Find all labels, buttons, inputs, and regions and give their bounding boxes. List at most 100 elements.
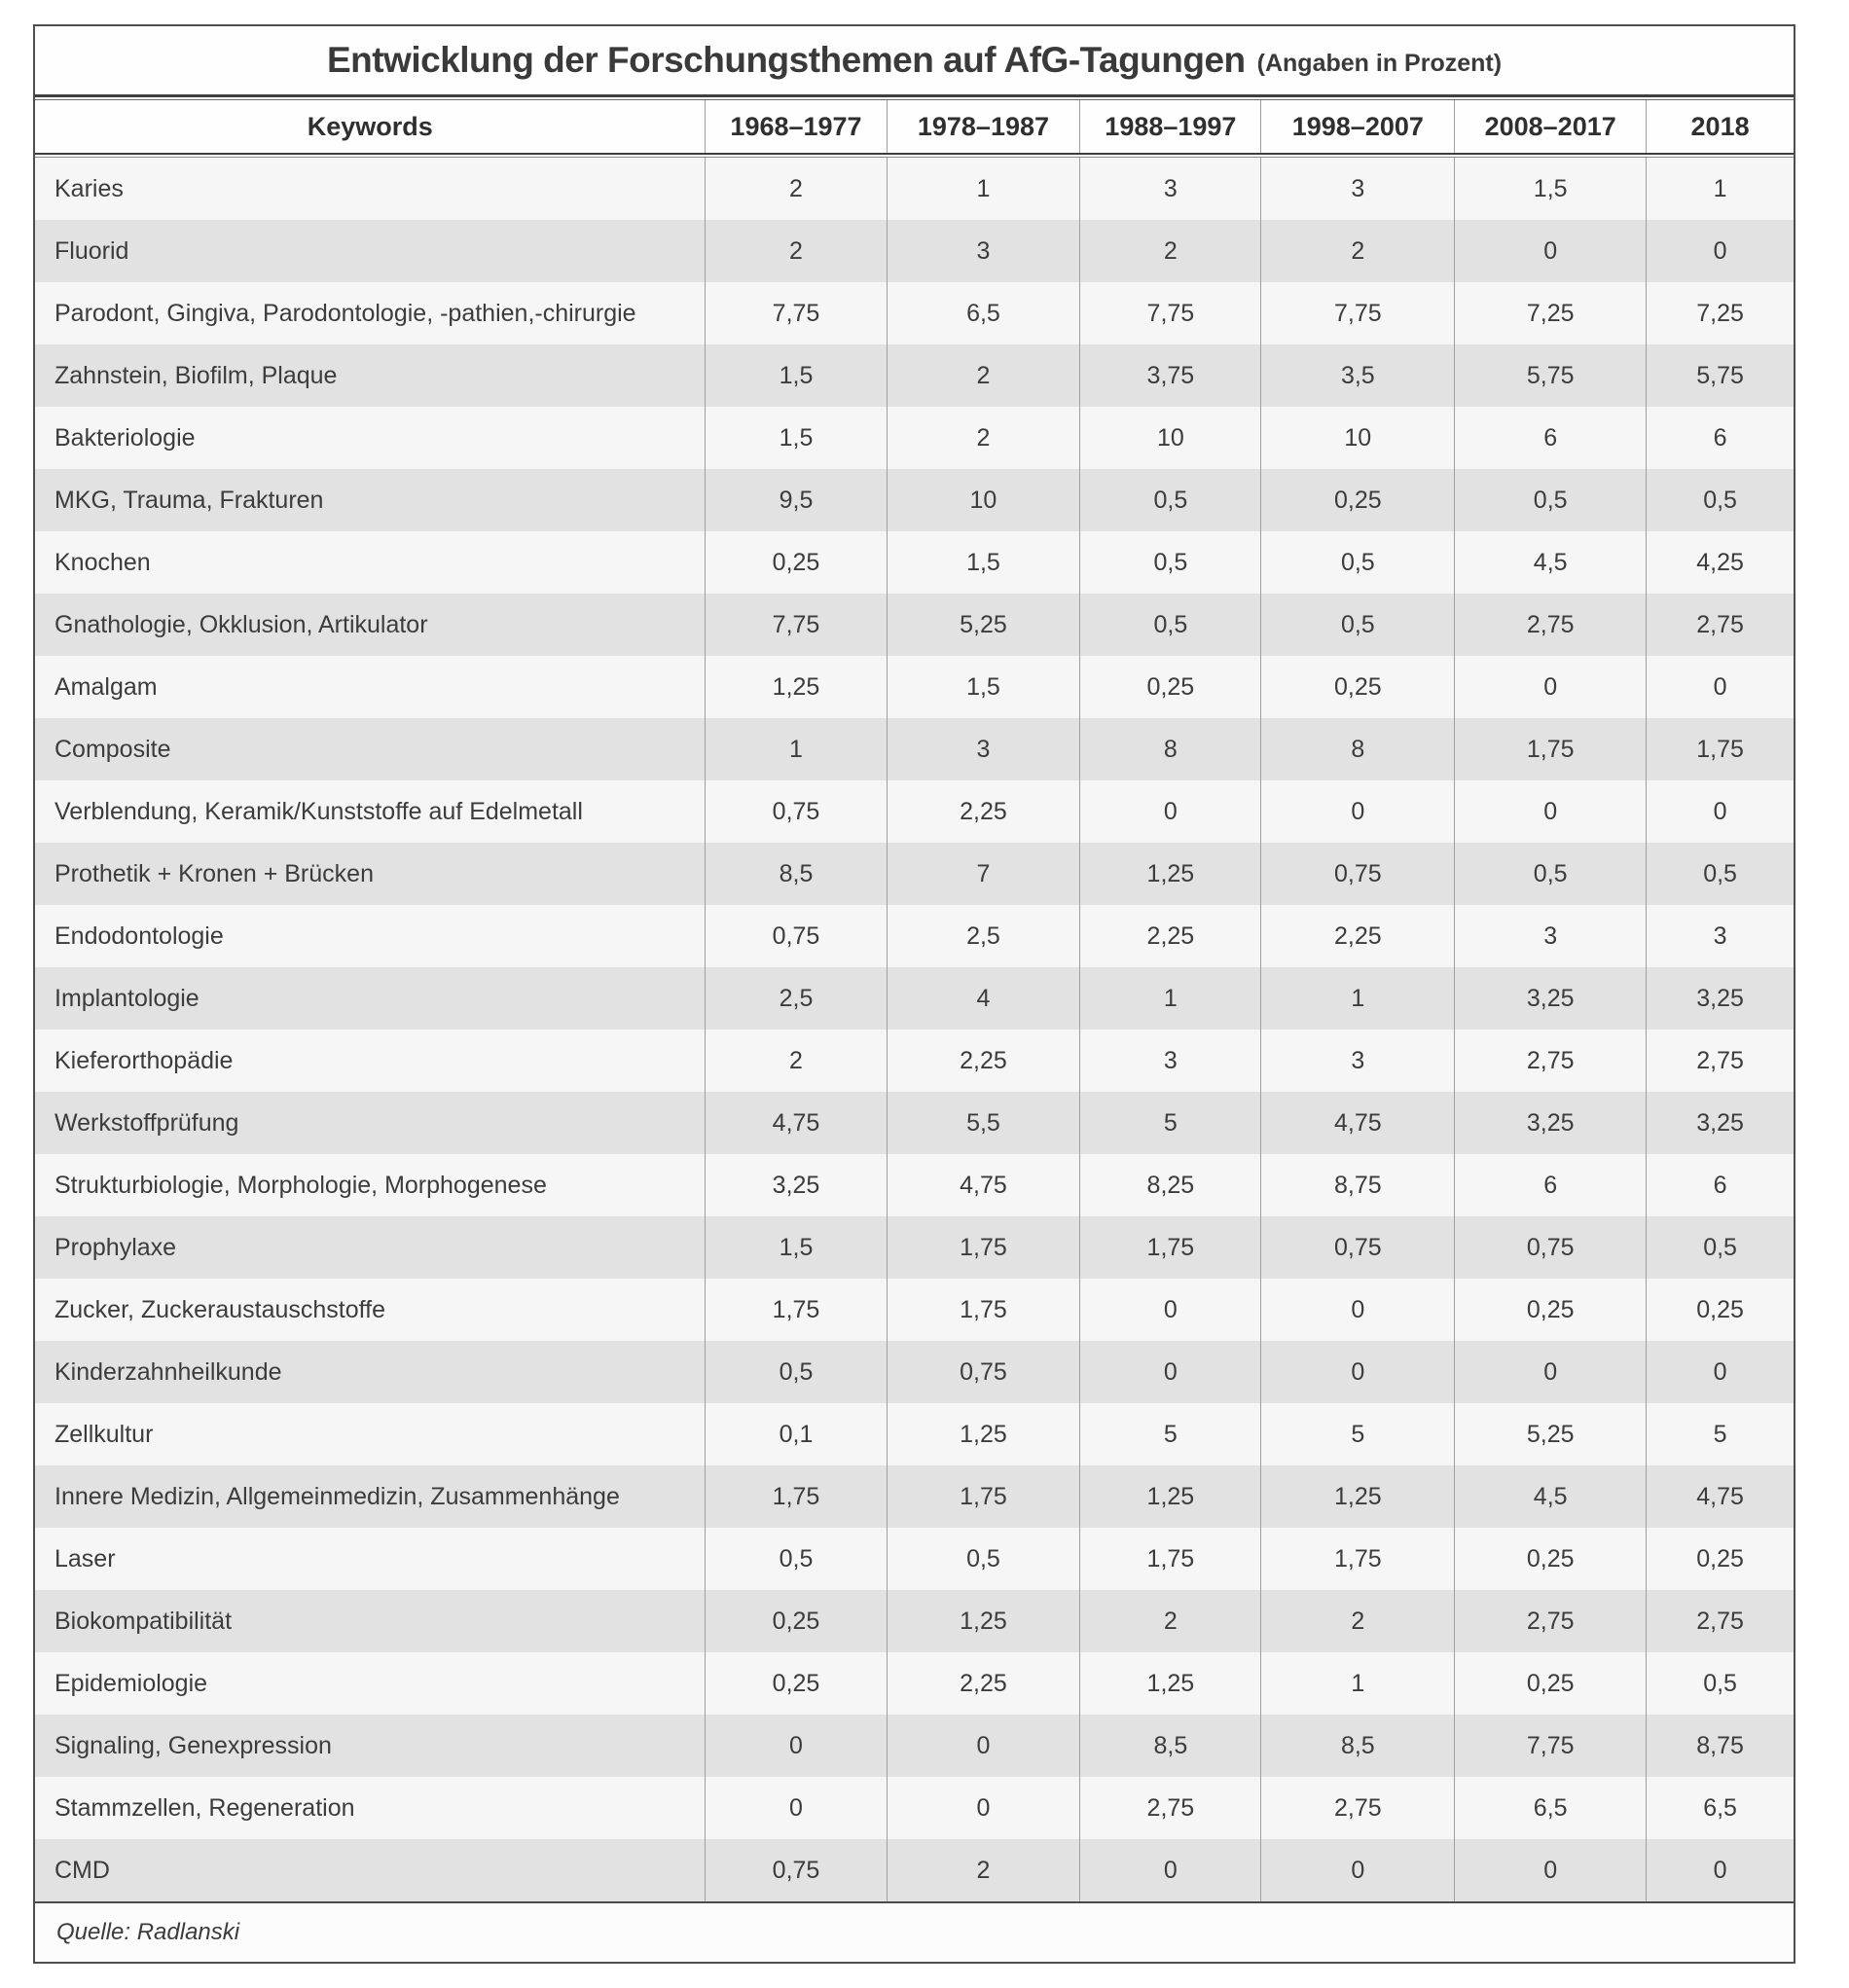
value-cell: 0,75 [1454, 1216, 1646, 1279]
table-row: Prophylaxe 1,5 1,75 1,75 0,75 0,75 0,5 [35, 1216, 1794, 1279]
value-cell: 0,5 [1646, 469, 1794, 531]
value-cell: 1 [1646, 158, 1794, 220]
value-cell: 1,25 [1079, 1465, 1260, 1528]
value-cell: 0 [1260, 1839, 1454, 1901]
value-cell: 5,75 [1646, 344, 1794, 407]
value-cell: 2 [886, 1839, 1080, 1901]
keyword-cell: Amalgam [54, 672, 158, 701]
keyword-cell: Stammzellen, Regeneration [54, 1793, 355, 1822]
value-cell: 0 [1079, 780, 1260, 843]
keyword-cell: Karies [54, 174, 124, 202]
table-row: Kieferorthopädie 2 2,25 3 3 2,75 2,75 [35, 1030, 1794, 1092]
value-cell: 4,75 [705, 1092, 886, 1154]
value-cell: 3 [1454, 905, 1646, 967]
value-cell: 1,5 [886, 656, 1080, 718]
value-cell: 2,25 [886, 1652, 1080, 1715]
value-cell: 0,25 [1079, 656, 1260, 718]
value-cell: 0 [1454, 656, 1646, 718]
value-cell: 3,5 [1260, 344, 1454, 407]
table-row: Laser 0,5 0,5 1,75 1,75 0,25 0,25 [35, 1528, 1794, 1590]
table-row: Kinderzahnheilkunde 0,5 0,75 0 0 0 0 [35, 1341, 1794, 1403]
value-cell: 3 [1260, 1030, 1454, 1092]
value-cell: 10 [886, 469, 1080, 531]
keyword-cell: Fluorid [54, 236, 129, 265]
value-cell: 1,25 [886, 1403, 1080, 1465]
value-cell: 3 [886, 718, 1080, 780]
value-cell: 0,5 [1454, 469, 1646, 531]
column-header-1978-1987: 1978–1987 [886, 100, 1080, 153]
value-cell: 5,5 [886, 1092, 1080, 1154]
table-row: Werkstoffprüfung 4,75 5,5 5 4,75 3,25 3,25 [35, 1092, 1794, 1154]
value-cell: 8,75 [1646, 1715, 1794, 1777]
keyword-cell: Parodont, Gingiva, Parodontologie, -path… [54, 299, 636, 327]
value-cell: 1,75 [1079, 1216, 1260, 1279]
value-cell: 1 [886, 158, 1080, 220]
value-cell: 5 [1079, 1092, 1260, 1154]
value-cell: 10 [1260, 407, 1454, 469]
value-cell: 7,25 [1454, 282, 1646, 344]
value-cell: 1,25 [1260, 1465, 1454, 1528]
value-cell: 7,75 [1079, 282, 1260, 344]
value-cell: 3,75 [1079, 344, 1260, 407]
value-cell: 0 [1454, 1341, 1646, 1403]
value-cell: 2 [1260, 220, 1454, 282]
value-cell: 0,1 [705, 1403, 886, 1465]
value-cell: 2 [886, 344, 1080, 407]
value-cell: 1,5 [705, 1216, 886, 1279]
value-cell: 8,75 [1260, 1154, 1454, 1216]
table-row: Signaling, Genexpression 0 0 8,5 8,5 7,75 8,75 [35, 1715, 1794, 1777]
keyword-cell: Implantologie [54, 984, 199, 1012]
value-cell: 0,5 [1079, 469, 1260, 531]
value-cell: 8 [1079, 718, 1260, 780]
value-cell: 0 [1260, 1341, 1454, 1403]
value-cell: 6 [1454, 1154, 1646, 1216]
value-cell: 1,75 [1646, 718, 1794, 780]
table-row: Strukturbiologie, Morphologie, Morphogen… [35, 1154, 1794, 1216]
value-cell: 1,25 [705, 656, 886, 718]
keyword-cell: Zellkultur [54, 1420, 154, 1448]
value-cell: 4,75 [1260, 1092, 1454, 1154]
value-cell: 2,75 [1646, 1030, 1794, 1092]
value-cell: 0,25 [1454, 1652, 1646, 1715]
value-cell: 0 [1260, 1279, 1454, 1341]
value-cell: 3 [1079, 1030, 1260, 1092]
value-cell: 0,75 [705, 905, 886, 967]
value-cell: 8,5 [1260, 1715, 1454, 1777]
value-cell: 1,75 [1454, 718, 1646, 780]
value-cell: 7,75 [705, 594, 886, 656]
table-row: Biokompatibilität 0,25 1,25 2 2 2,75 2,75 [35, 1590, 1794, 1652]
value-cell: 1 [705, 718, 886, 780]
value-cell: 8,5 [705, 843, 886, 905]
value-cell: 0 [1454, 1839, 1646, 1901]
value-cell: 2,75 [1454, 1590, 1646, 1652]
value-cell: 0,25 [1454, 1528, 1646, 1590]
value-cell: 6,5 [1646, 1777, 1794, 1839]
value-cell: 0,75 [705, 780, 886, 843]
table-title: Entwicklung der Forschungsthemen auf AfG… [326, 40, 1246, 80]
value-cell: 1,75 [1260, 1528, 1454, 1590]
column-header-1998-2007: 1998–2007 [1260, 100, 1454, 153]
value-cell: 8,25 [1079, 1154, 1260, 1216]
table-row: Knochen 0,25 1,5 0,5 0,5 4,5 4,25 [35, 531, 1794, 594]
value-cell: 1,5 [705, 344, 886, 407]
table-row: Fluorid 2 3 2 2 0 0 [35, 220, 1794, 282]
value-cell: 0,75 [1260, 1216, 1454, 1279]
value-cell: 4,75 [886, 1154, 1080, 1216]
value-cell: 3 [1079, 158, 1260, 220]
value-cell: 0,5 [1646, 1652, 1794, 1715]
value-cell: 0 [1079, 1341, 1260, 1403]
table-row: Zellkultur 0,1 1,25 5 5 5,25 5 [35, 1403, 1794, 1465]
keyword-cell: Kinderzahnheilkunde [54, 1357, 282, 1386]
value-cell: 1,25 [886, 1590, 1080, 1652]
value-cell: 2,5 [705, 967, 886, 1030]
value-cell: 2 [1260, 1590, 1454, 1652]
value-cell: 0 [1646, 656, 1794, 718]
table-row: Zahnstein, Biofilm, Plaque 1,5 2 3,75 3,5 5,7… [35, 344, 1794, 407]
table-row: Karies 2 1 3 3 1,5 1 [35, 158, 1794, 220]
value-cell: 0,25 [705, 1590, 886, 1652]
value-cell: 3,25 [1646, 1092, 1794, 1154]
value-cell: 2,75 [1454, 1030, 1646, 1092]
value-cell: 0 [1454, 780, 1646, 843]
keyword-cell: Innere Medizin, Allgemeinmedizin, Zusamm… [54, 1482, 620, 1510]
keyword-cell: Kieferorthopädie [54, 1046, 234, 1074]
